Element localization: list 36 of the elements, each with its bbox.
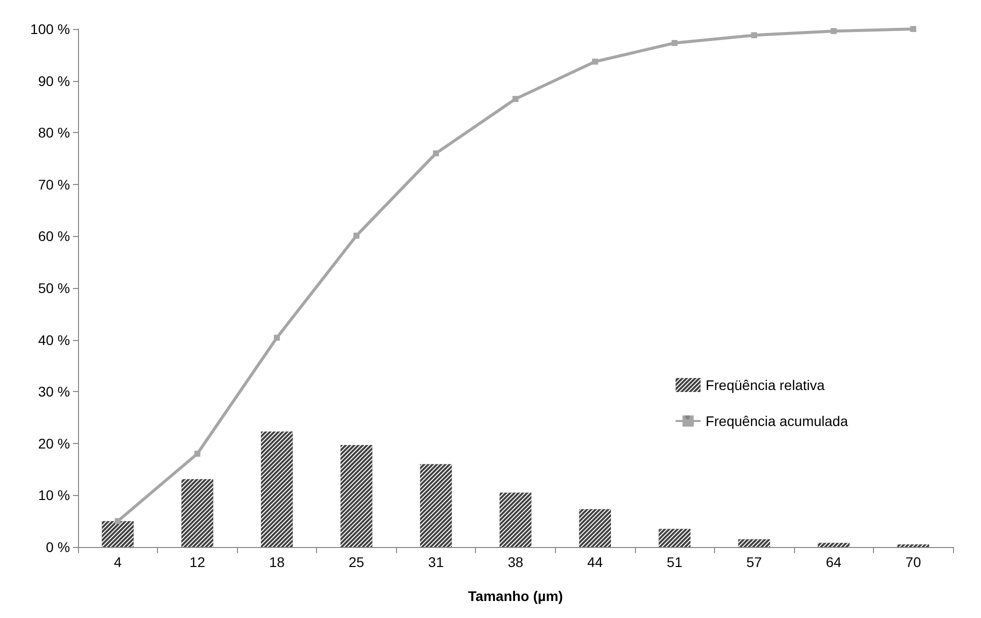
point [432,150,439,156]
y-tick-label: 40 % [38,332,70,348]
point [114,518,121,524]
x-tick-label: 38 [508,554,524,570]
y-tick-label: 0 % [46,539,70,555]
x-tick-label: 25 [348,554,364,570]
y-tick-label: 100 % [30,21,70,37]
x-axis-title: Tamanho (µm) [468,588,563,604]
y-tick-label: 30 % [38,384,70,400]
x-tick-label: 44 [587,554,604,570]
legend-label: Frequência acumulada [706,413,848,429]
point [592,58,598,65]
point [830,28,837,34]
x-tick-label: 70 [905,554,922,570]
y-tick-label: 90 % [38,72,70,89]
y-tick-label: 50 % [38,280,70,296]
legend-label: Freqüência relativa [706,377,825,393]
point [274,334,280,341]
x-tick-label: 12 [190,554,206,570]
x-tick-label: 57 [746,554,762,570]
y-tick-label: 10 % [38,487,70,504]
y-tick-label: 20 % [38,435,70,452]
point [194,450,200,457]
x-tick-label: 18 [269,554,285,570]
point [512,96,518,102]
x-tick-label: 4 [114,554,122,570]
y-tick-label: 70 % [38,176,70,192]
y-tick-label: 80 % [38,124,70,141]
x-tick-label: 51 [666,554,683,570]
x-tick-label: 31 [428,554,444,570]
point [751,32,758,38]
point [672,40,678,46]
x-tick-label: 64 [826,554,842,570]
y-tick-label: 60 % [38,228,70,244]
point [353,232,360,239]
point [910,26,916,32]
